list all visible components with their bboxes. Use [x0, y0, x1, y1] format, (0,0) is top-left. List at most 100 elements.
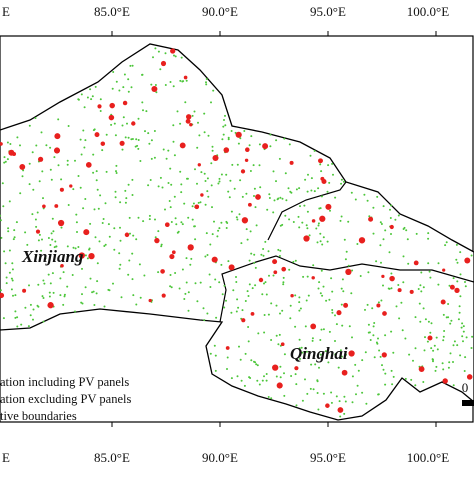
green-point — [295, 383, 298, 386]
green-point — [222, 133, 225, 136]
green-point — [429, 276, 432, 279]
green-point — [250, 135, 253, 138]
green-point — [461, 335, 464, 338]
green-point — [414, 384, 417, 387]
green-point — [429, 331, 432, 334]
green-point — [246, 238, 249, 241]
green-point — [160, 245, 163, 248]
green-point — [222, 125, 225, 128]
green-point — [148, 214, 151, 217]
red-point — [171, 250, 176, 255]
green-point — [294, 259, 297, 262]
green-point — [290, 375, 293, 377]
green-point — [178, 287, 181, 290]
red-point — [122, 100, 128, 106]
green-point — [331, 162, 334, 165]
green-point — [448, 284, 451, 287]
green-point — [71, 274, 74, 276]
green-point — [167, 149, 170, 152]
red-point — [100, 141, 106, 146]
red-point — [321, 178, 327, 185]
green-point — [315, 227, 318, 230]
green-point — [212, 89, 215, 92]
green-point — [124, 201, 127, 204]
green-point — [283, 137, 286, 140]
green-point — [205, 83, 208, 86]
scale-bar — [462, 400, 474, 406]
green-point — [227, 138, 230, 141]
green-point — [344, 258, 347, 261]
green-point — [464, 356, 467, 359]
green-point — [19, 144, 21, 147]
green-point — [244, 352, 247, 355]
green-point — [248, 283, 251, 286]
green-point — [235, 276, 237, 278]
green-point — [205, 81, 207, 84]
green-point — [391, 383, 394, 386]
green-point — [317, 287, 320, 290]
green-point — [320, 170, 323, 173]
green-point — [373, 322, 376, 324]
green-point — [317, 187, 320, 190]
green-point — [275, 334, 278, 337]
green-point — [262, 248, 265, 250]
green-point — [172, 124, 175, 127]
green-point — [390, 233, 392, 235]
study-area-outline — [0, 43, 474, 421]
green-point — [168, 200, 171, 202]
green-point — [28, 183, 31, 186]
green-point — [206, 312, 209, 315]
green-point — [292, 221, 295, 223]
green-point — [165, 157, 168, 160]
green-point — [345, 250, 348, 253]
green-point — [339, 219, 342, 222]
green-point — [132, 294, 135, 297]
green-point — [371, 307, 374, 310]
green-point — [382, 284, 384, 287]
green-point — [205, 232, 208, 235]
green-point — [0, 219, 2, 222]
green-point — [84, 139, 87, 142]
red-point — [185, 114, 192, 120]
green-point — [444, 244, 447, 247]
green-point — [62, 303, 65, 306]
green-point — [279, 224, 282, 227]
green-point — [144, 130, 146, 133]
green-point — [260, 253, 263, 256]
green-point — [256, 364, 259, 367]
green-point — [457, 318, 460, 321]
longitude-label: 100.0°E — [407, 450, 449, 465]
green-point — [428, 270, 431, 273]
green-point — [423, 349, 426, 352]
green-point — [92, 153, 95, 156]
green-point — [340, 287, 343, 290]
green-point — [186, 177, 189, 180]
green-point — [369, 339, 372, 341]
green-point — [317, 408, 320, 411]
red-point — [235, 131, 242, 138]
bottom-labels: E 85.0°E 90.0°E 95.0°E 100.0°E — [2, 450, 449, 465]
green-point — [283, 372, 285, 375]
red-point — [170, 48, 176, 54]
green-point — [82, 207, 85, 210]
green-point — [110, 123, 113, 126]
green-point — [203, 172, 206, 175]
green-point — [213, 220, 215, 223]
green-point — [6, 158, 9, 161]
red-point — [169, 254, 175, 260]
green-point — [465, 336, 468, 339]
green-point — [415, 232, 418, 235]
green-point — [142, 109, 144, 112]
green-point — [392, 351, 395, 354]
green-point — [455, 243, 458, 246]
red-point — [442, 268, 446, 272]
green-point — [208, 273, 211, 276]
green-point — [107, 223, 110, 226]
green-point — [40, 249, 43, 252]
green-point — [24, 231, 27, 234]
green-point — [154, 218, 156, 221]
green-point — [187, 309, 190, 312]
green-point — [327, 164, 330, 167]
green-point — [254, 361, 257, 364]
green-point — [206, 177, 209, 180]
